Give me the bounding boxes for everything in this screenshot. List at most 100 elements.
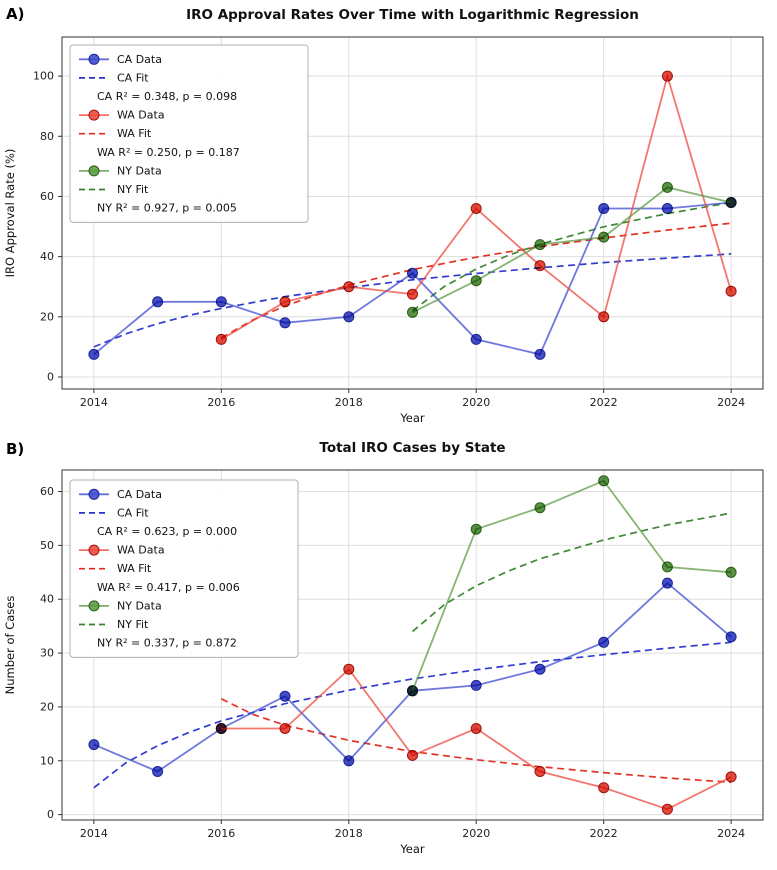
legend-entry-label: CA Data <box>117 488 162 501</box>
ca-data-point <box>598 636 610 648</box>
svg-text:30: 30 <box>40 647 54 660</box>
panel-b-label: B) <box>6 440 25 458</box>
ca-data-point <box>598 203 610 214</box>
wa-data-point <box>215 333 227 345</box>
ca-data-point <box>661 203 673 214</box>
wa-data-point <box>725 771 737 783</box>
legend-entry-label: NY Fit <box>117 618 149 631</box>
wa-data-point <box>725 285 737 297</box>
wa-data-point <box>279 723 291 734</box>
ca-data-point <box>534 663 546 675</box>
ca-data-point <box>534 348 546 360</box>
y-axis-label: IRO Approval Rate (%) <box>3 149 17 278</box>
ca-data-point <box>152 766 164 777</box>
panel-a: A) 2014 2016 2018 2020 2022 2024 0 20 40 60 80 100 I… <box>3 5 764 425</box>
svg-text:100: 100 <box>33 70 54 83</box>
wa-data-point <box>343 663 355 675</box>
svg-text:2018: 2018 <box>335 396 363 409</box>
legend-marker-icon <box>88 488 100 500</box>
svg-text:2024: 2024 <box>717 827 745 840</box>
svg-text:2020: 2020 <box>462 396 490 409</box>
axis-ticks: 2014 2016 2018 2020 2022 2024 0 10 20 30 40 50 60 <box>40 485 745 840</box>
ca-data-point <box>343 311 355 323</box>
svg-text:2014: 2014 <box>80 827 108 840</box>
chart-title: Total IRO Cases by State <box>319 440 505 456</box>
legend-entry-label: NY R² = 0.337, p = 0.872 <box>97 637 237 650</box>
legend-entry-label: CA R² = 0.623, p = 0.000 <box>97 525 237 538</box>
svg-text:0: 0 <box>47 370 54 383</box>
wa-data-point <box>470 723 482 734</box>
wa-data-series <box>215 70 737 345</box>
x-axis-label: Year <box>399 411 425 425</box>
ny-data-point <box>598 475 610 487</box>
wa-data-point <box>661 803 673 815</box>
legend: CA Data CA Fit CA R² = 0.623, p = 0.000 WA … <box>69 479 299 658</box>
ny-data-point <box>725 197 737 208</box>
ca-data-point <box>725 631 737 643</box>
legend-entry-label: NY Data <box>117 164 162 177</box>
approval-rates-chart: 2014 2016 2018 2020 2022 2024 0 20 40 60 80 100 IRO … <box>3 7 764 425</box>
ca-data-point <box>407 267 418 279</box>
ny-data-point <box>598 231 610 243</box>
ca-data-point <box>215 296 227 308</box>
svg-text:60: 60 <box>40 190 54 203</box>
ny-fit-line <box>411 512 732 633</box>
ny-data-point <box>407 685 418 697</box>
ny-data-point <box>470 523 482 535</box>
legend-entry-label: WA Data <box>117 109 165 122</box>
ca-data-series <box>88 197 737 360</box>
legend-entry-label: WA R² = 0.417, p = 0.006 <box>97 581 240 594</box>
legend-marker-icon <box>88 109 100 121</box>
wa-data-point <box>470 203 482 214</box>
legend-entry-label: CA R² = 0.348, p = 0.098 <box>97 90 237 103</box>
svg-text:40: 40 <box>40 593 54 606</box>
svg-text:80: 80 <box>40 130 54 143</box>
legend-entry-label: NY Data <box>117 599 162 612</box>
svg-text:2020: 2020 <box>462 827 490 840</box>
svg-text:60: 60 <box>40 485 54 498</box>
ca-data-point <box>152 296 164 308</box>
chart-title: IRO Approval Rates Over Time with Logari… <box>186 7 639 23</box>
wa-data-point <box>279 296 291 308</box>
svg-text:20: 20 <box>40 700 54 713</box>
x-axis-label: Year <box>399 842 425 856</box>
ny-data-series <box>407 181 737 318</box>
svg-text:2022: 2022 <box>590 827 618 840</box>
legend-marker-icon <box>88 600 100 612</box>
wa-data-point <box>598 311 610 323</box>
legend-entry-label: WA R² = 0.250, p = 0.187 <box>97 146 240 159</box>
legend-entry-label: WA Fit <box>117 562 152 575</box>
legend-entry-label: CA Fit <box>117 506 149 519</box>
panel-b: B) 2014 2016 2018 2020 2022 2024 0 10 20 30 40 50 60… <box>0 435 777 870</box>
ca-data-point <box>279 317 291 329</box>
ca-data-point <box>470 333 482 345</box>
ny-fit-line <box>411 201 732 312</box>
ca-fit-line <box>93 641 732 789</box>
legend-entry-label: NY Fit <box>117 183 149 196</box>
legend-marker-icon <box>88 165 100 177</box>
ny-data-point <box>725 566 737 578</box>
wa-data-point <box>534 260 546 272</box>
wa-fit-line <box>220 698 732 784</box>
ny-data-point <box>534 239 546 251</box>
ca-data-point <box>661 577 673 589</box>
legend-entry-label: WA Data <box>117 544 165 557</box>
grid <box>62 37 763 389</box>
svg-text:2022: 2022 <box>590 396 618 409</box>
wa-data-point <box>407 288 418 300</box>
ny-data-point <box>407 306 418 318</box>
svg-text:2024: 2024 <box>717 396 745 409</box>
axes-frame <box>61 36 764 390</box>
panel-a-label: A) <box>6 5 25 23</box>
ny-data-point <box>470 275 482 287</box>
ca-data-point <box>343 755 355 767</box>
wa-data-point <box>661 70 673 82</box>
legend-entry-label: NY R² = 0.927, p = 0.005 <box>97 202 237 215</box>
wa-data-point <box>215 723 227 734</box>
wa-data-point <box>534 766 546 777</box>
wa-data-point <box>343 281 355 293</box>
ca-data-point <box>88 739 100 751</box>
ca-data-point <box>88 348 100 360</box>
ca-data-point <box>279 690 291 702</box>
